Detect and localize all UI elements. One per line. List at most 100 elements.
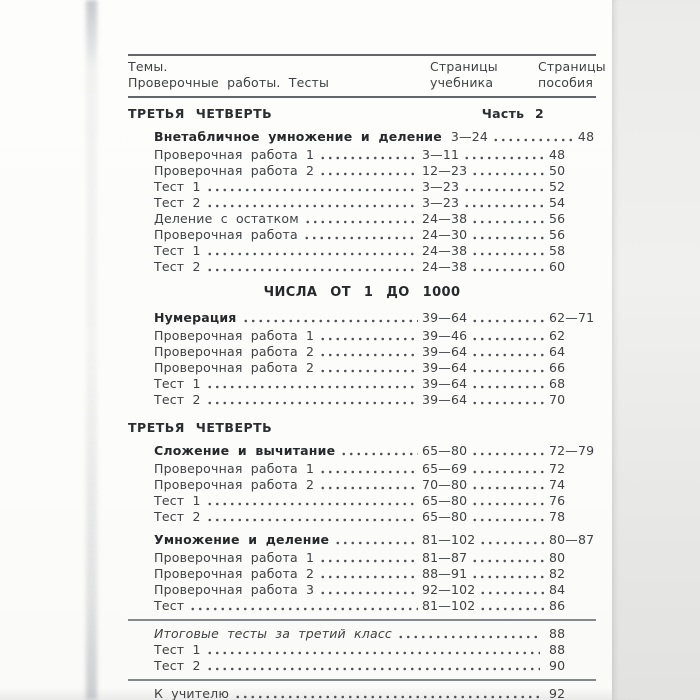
entry-label: Тест 2: [154, 509, 201, 524]
textbook-pages: 39—46: [422, 328, 468, 343]
textbook-pages-cell: 39—64: [422, 376, 544, 392]
textbook-pages-cell: 39—64: [422, 344, 544, 360]
toc-entry: Проверочная работа 1 3—11 48: [128, 147, 596, 163]
entry-label: Тест 2: [154, 259, 201, 274]
dot-leader: [319, 337, 418, 341]
toc-entry: К учителю 92: [128, 686, 596, 700]
toc-entry: Тест 1 65—80 76: [128, 493, 596, 509]
toc-entry: Проверочная работа 2 70—80 74: [128, 477, 596, 493]
textbook-pages-cell: 92—102: [422, 582, 544, 598]
entry-label: Проверочная работа 3: [154, 582, 315, 597]
entry-label: Проверочная работа 1: [154, 147, 315, 162]
manual-pages: 84: [549, 582, 566, 597]
separator-rule: [128, 679, 596, 681]
entry-label: Тест 1: [154, 179, 201, 194]
dot-leader: [319, 369, 418, 373]
textbook-pages: 12—23: [422, 163, 468, 178]
entry-label: Проверочная работа 1: [154, 328, 315, 343]
toc-entry: Проверочная работа 2 88—91 82: [128, 566, 596, 582]
manual-pages: 90: [549, 658, 566, 673]
dot-leader: [319, 353, 418, 357]
entry-label: Внетабличное умножение и деление: [154, 129, 442, 144]
manual-pages: 52: [549, 179, 566, 194]
entry-label: Тест 2: [154, 392, 201, 407]
textbook-pages: 81—102: [422, 598, 476, 613]
manual-pages: 86: [549, 598, 566, 613]
toc-entry: Тест 1 88: [128, 642, 596, 658]
textbook-pages-cell: 3—23: [422, 179, 544, 195]
textbook-pages: 88—91: [422, 566, 468, 581]
dot-leader: [471, 502, 544, 506]
manual-pages: 50: [549, 163, 566, 178]
textbook-pages: 65—80: [422, 493, 468, 508]
toc-entry: Тест 1 39—64 68: [128, 376, 596, 392]
quarter-label: ТРЕТЬЯ ЧЕТВЕРТЬ: [128, 106, 273, 121]
textbook-pages: 81—87: [422, 550, 468, 565]
entry-label: Проверочная работа 2: [154, 344, 315, 359]
toc-rows: ТРЕТЬЯ ЧЕТВЕРТЬ Часть 2 Внетабличное умнож…: [128, 106, 596, 700]
manual-pages: 78: [549, 509, 566, 524]
manual-pages: 80—87: [549, 532, 595, 547]
textbook-pages-cell: 65—80: [422, 509, 544, 525]
entry-label: Проверочная работа 2: [154, 163, 315, 178]
textbook-pages-cell: 81—102: [422, 598, 544, 614]
entry-label: Проверочная работа 1: [154, 461, 315, 476]
textbook-pages-cell: 24—38: [422, 259, 544, 275]
entry-label: Проверочная работа 2: [154, 477, 315, 492]
dot-leader: [463, 156, 544, 160]
textbook-pages-cell: 24—30: [422, 227, 544, 243]
entry-label: Проверочная работа: [154, 227, 298, 242]
dot-leader: [205, 204, 418, 208]
textbook-pages: 24—38: [422, 243, 468, 258]
manual-pages: 64: [549, 344, 566, 359]
header-topics-line1: Темы.: [128, 59, 168, 74]
manual-pages: 88: [549, 642, 566, 657]
dot-leader: [205, 651, 540, 655]
dot-leader: [471, 369, 544, 373]
part-label: Часть 2: [481, 106, 544, 121]
manual-pages: 82: [549, 566, 566, 581]
textbook-pages: 65—80: [422, 509, 468, 524]
entry-label: Тест 1: [154, 493, 201, 508]
textbook-pages: 92—102: [422, 582, 476, 597]
textbook-pages-cell: 65—80: [422, 443, 544, 459]
textbook-pages-cell: 81—87: [422, 550, 544, 566]
manual-pages: 56: [549, 211, 566, 226]
header-manual-line2: пособия: [538, 75, 594, 90]
toc-entry: Тест 2 24—38 60: [128, 259, 596, 275]
dot-leader: [471, 385, 544, 389]
dot-leader: [189, 607, 418, 611]
header-manual-column: Страницы пособия: [528, 59, 606, 91]
manual-pages: 70: [549, 392, 566, 407]
textbook-pages-cell: 3—24: [451, 129, 573, 145]
textbook-pages: 81—102: [422, 532, 476, 547]
toc-entry: Умножение и деление 81—102 80—87: [128, 532, 596, 548]
dot-leader: [471, 252, 544, 256]
dot-leader: [319, 575, 418, 579]
manual-pages: 72: [549, 461, 566, 476]
textbook-pages-cell: 39—64: [422, 360, 544, 376]
textbook-pages-cell: 65—80: [422, 493, 544, 509]
entry-label: Тест 2: [154, 658, 201, 673]
header-manual-line1: Страницы: [538, 59, 606, 74]
toc-entry: Тест 1 24—38 58: [128, 243, 596, 259]
toc-entry: Деление с остатком 24—38 56: [128, 211, 596, 227]
entry-label: Тест 1: [154, 243, 201, 258]
toc-entry: Тест 1 3—23 52: [128, 179, 596, 195]
entry-label: Сложение и вычитание: [154, 443, 336, 458]
dot-leader: [205, 518, 418, 522]
dot-leader: [471, 486, 544, 490]
dot-leader: [234, 695, 540, 699]
manual-pages: 74: [549, 477, 566, 492]
quarter-heading: ТРЕТЬЯ ЧЕТВЕРТЬ: [128, 420, 596, 436]
textbook-pages-cell: 12—23: [422, 163, 544, 179]
dot-leader: [471, 337, 544, 341]
textbook-pages-cell: 24—38: [422, 211, 544, 227]
manual-pages: 92: [549, 686, 566, 700]
center-heading: ЧИСЛА ОТ 1 ДО 1000: [128, 285, 596, 301]
textbook-pages: 39—64: [422, 310, 468, 325]
dot-leader: [479, 591, 544, 595]
manual-pages: 72—79: [549, 443, 595, 458]
dot-leader: [205, 252, 418, 256]
